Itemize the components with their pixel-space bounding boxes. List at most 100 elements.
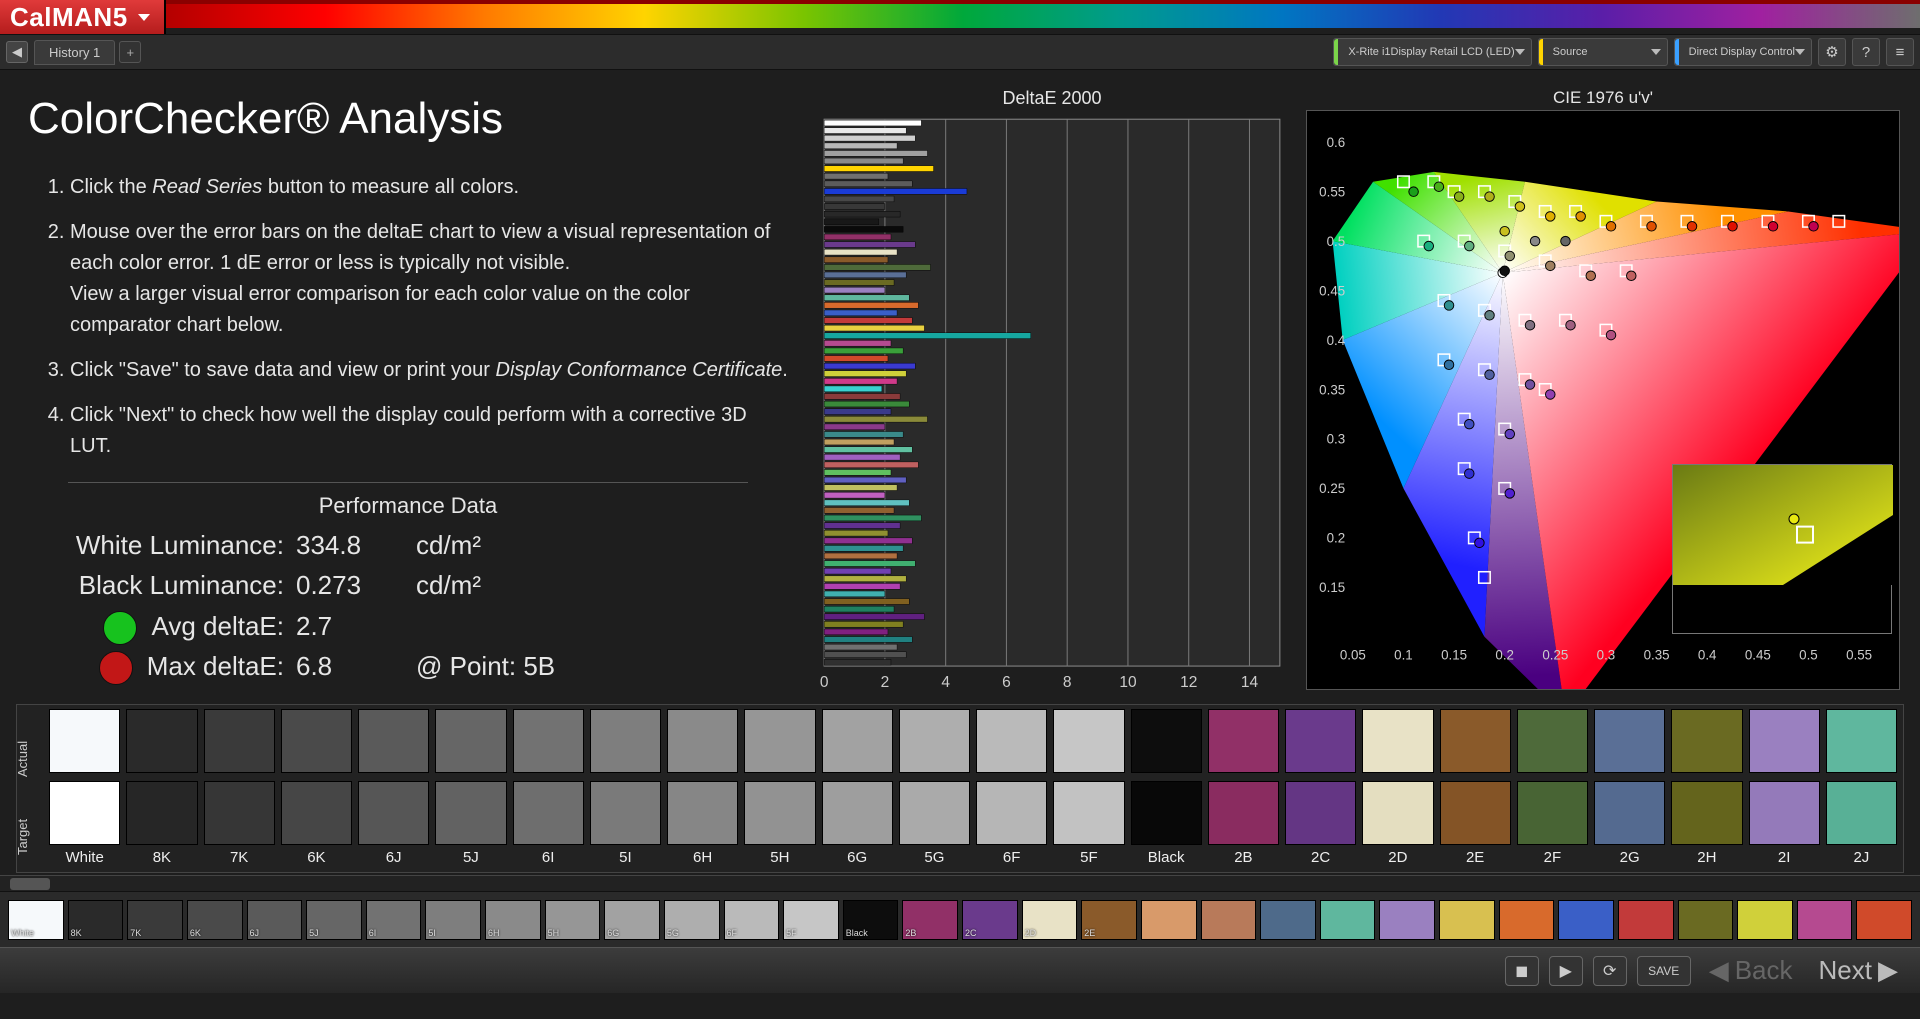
- swatch-target[interactable]: [1208, 781, 1279, 845]
- mini-swatch[interactable]: 6I: [366, 900, 422, 940]
- swatch-actual[interactable]: [126, 709, 197, 773]
- nav-back-icon[interactable]: ◀: [6, 41, 28, 63]
- mini-swatch[interactable]: 5G: [664, 900, 720, 940]
- swatch-actual[interactable]: [822, 709, 893, 773]
- swatch-target[interactable]: [899, 781, 970, 845]
- swatch-actual[interactable]: [49, 709, 120, 773]
- mini-swatch[interactable]: White: [8, 900, 64, 940]
- swatch-target[interactable]: [126, 781, 197, 845]
- swatch-actual[interactable]: [1285, 709, 1356, 773]
- swatch-scrollbar[interactable]: [0, 875, 1920, 891]
- swatch-target[interactable]: [281, 781, 352, 845]
- mini-swatch[interactable]: [1558, 900, 1614, 940]
- swatch-target[interactable]: [744, 781, 815, 845]
- swatch-target[interactable]: [204, 781, 275, 845]
- swatch-actual[interactable]: [281, 709, 352, 773]
- swatch-actual[interactable]: [744, 709, 815, 773]
- mini-swatch[interactable]: [1260, 900, 1316, 940]
- mini-swatch[interactable]: [1737, 900, 1793, 940]
- mini-swatch[interactable]: 6F: [724, 900, 780, 940]
- read-series-icon[interactable]: ▶: [1549, 956, 1583, 986]
- brand-dropdown-icon[interactable]: [138, 14, 150, 21]
- perf-white-row: White Luminance:334.8cd/m²: [36, 525, 788, 565]
- dropdown-display[interactable]: Direct Display Control: [1674, 38, 1812, 66]
- swatch-actual[interactable]: [513, 709, 584, 773]
- swatch-target[interactable]: [513, 781, 584, 845]
- swatch-target[interactable]: [1362, 781, 1433, 845]
- swatch-actual[interactable]: [1749, 709, 1820, 773]
- swatch-actual[interactable]: [1440, 709, 1511, 773]
- mini-swatch[interactable]: [1678, 900, 1734, 940]
- save-button[interactable]: SAVE: [1637, 956, 1691, 986]
- back-button[interactable]: ◀ Back: [1701, 955, 1801, 986]
- swatch-target[interactable]: [435, 781, 506, 845]
- swatch-target[interactable]: [1671, 781, 1742, 845]
- swatch-target[interactable]: [822, 781, 893, 845]
- mini-swatch[interactable]: [1618, 900, 1674, 940]
- tab-history[interactable]: History 1: [34, 40, 115, 65]
- mini-swatch[interactable]: [1856, 900, 1912, 940]
- mini-swatch[interactable]: 5J: [306, 900, 362, 940]
- read-continuous-icon[interactable]: ⟳: [1593, 956, 1627, 986]
- mini-swatch[interactable]: Black: [843, 900, 899, 940]
- swatch-target[interactable]: [1053, 781, 1124, 845]
- mini-swatch[interactable]: 8K: [68, 900, 124, 940]
- mini-swatch[interactable]: 2B: [902, 900, 958, 940]
- mini-swatch[interactable]: 2D: [1022, 900, 1078, 940]
- add-tab-button[interactable]: +: [119, 41, 141, 63]
- swatch-target[interactable]: [1517, 781, 1588, 845]
- swatch-actual[interactable]: [1053, 709, 1124, 773]
- swatch-actual[interactable]: [1208, 709, 1279, 773]
- swatch-target[interactable]: [667, 781, 738, 845]
- swatch-target[interactable]: [1594, 781, 1665, 845]
- swatch-label: 6J: [358, 849, 429, 866]
- mini-swatch[interactable]: [1379, 900, 1435, 940]
- swatch-target[interactable]: [1826, 781, 1897, 845]
- mini-swatch[interactable]: [1320, 900, 1376, 940]
- swatch-target[interactable]: [590, 781, 661, 845]
- swatch-target[interactable]: [1749, 781, 1820, 845]
- swatch-actual[interactable]: [204, 709, 275, 773]
- swatch-actual[interactable]: [1517, 709, 1588, 773]
- mini-swatch[interactable]: 2E: [1081, 900, 1137, 940]
- next-button[interactable]: Next ▶: [1811, 955, 1906, 986]
- mini-swatch[interactable]: [1201, 900, 1257, 940]
- swatch-actual[interactable]: [1671, 709, 1742, 773]
- stop-icon[interactable]: ◼: [1505, 956, 1539, 986]
- mini-swatch[interactable]: 7K: [127, 900, 183, 940]
- mini-swatch[interactable]: 6H: [485, 900, 541, 940]
- settings-icon[interactable]: ⚙: [1818, 38, 1846, 66]
- swatch-actual[interactable]: [590, 709, 661, 773]
- swatch-actual[interactable]: [358, 709, 429, 773]
- mini-swatch[interactable]: [1439, 900, 1495, 940]
- mini-swatch[interactable]: 6K: [187, 900, 243, 940]
- mini-swatch[interactable]: 6J: [247, 900, 303, 940]
- swatch-target[interactable]: [1440, 781, 1511, 845]
- swatch-actual[interactable]: [976, 709, 1047, 773]
- swatch-actual[interactable]: [435, 709, 506, 773]
- swatch-actual[interactable]: [1131, 709, 1202, 773]
- mini-swatch[interactable]: 6G: [604, 900, 660, 940]
- dropdown-meter[interactable]: X-Rite i1Display Retail LCD (LED): [1333, 38, 1531, 66]
- mini-swatch[interactable]: 5H: [545, 900, 601, 940]
- swatch-target[interactable]: [49, 781, 120, 845]
- swatch-target[interactable]: [1131, 781, 1202, 845]
- mini-swatch[interactable]: 2C: [962, 900, 1018, 940]
- mini-swatch[interactable]: [1141, 900, 1197, 940]
- mini-swatch[interactable]: [1499, 900, 1555, 940]
- swatch-actual[interactable]: [899, 709, 970, 773]
- swatch-actual[interactable]: [1362, 709, 1433, 773]
- swatch-actual[interactable]: [1826, 709, 1897, 773]
- swatch-target[interactable]: [358, 781, 429, 845]
- app-brand[interactable]: CalMAN5: [0, 0, 166, 34]
- help-icon[interactable]: ?: [1852, 38, 1880, 66]
- menu-icon[interactable]: ≡: [1886, 38, 1914, 66]
- mini-swatch[interactable]: 5F: [783, 900, 839, 940]
- swatch-actual[interactable]: [667, 709, 738, 773]
- swatch-actual[interactable]: [1594, 709, 1665, 773]
- swatch-target[interactable]: [976, 781, 1047, 845]
- dropdown-source[interactable]: Source: [1538, 38, 1668, 66]
- swatch-target[interactable]: [1285, 781, 1356, 845]
- mini-swatch[interactable]: 5I: [425, 900, 481, 940]
- mini-swatch[interactable]: [1797, 900, 1853, 940]
